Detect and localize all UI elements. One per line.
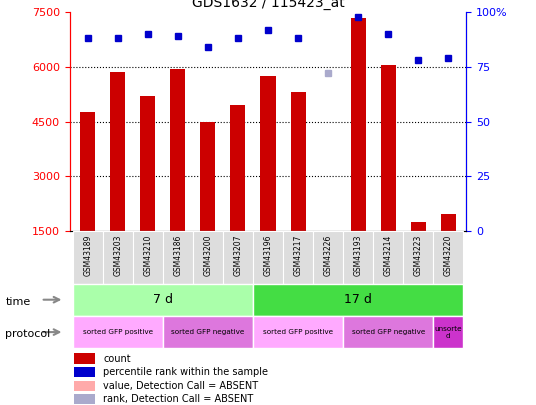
Bar bbox=[291, 92, 306, 231]
Bar bbox=[73, 354, 95, 364]
Text: sorted GFP positive: sorted GFP positive bbox=[83, 329, 153, 335]
Bar bbox=[133, 231, 163, 284]
Text: 17 d: 17 d bbox=[344, 293, 372, 306]
Bar bbox=[313, 231, 343, 284]
Bar bbox=[441, 215, 456, 231]
Text: GSM43200: GSM43200 bbox=[203, 234, 212, 276]
Text: time: time bbox=[5, 297, 31, 307]
Bar bbox=[343, 316, 433, 348]
Bar bbox=[200, 122, 215, 231]
Bar bbox=[73, 284, 253, 316]
Text: rank, Detection Call = ABSENT: rank, Detection Call = ABSENT bbox=[103, 394, 254, 404]
Bar bbox=[103, 231, 133, 284]
Text: GSM43196: GSM43196 bbox=[264, 234, 272, 276]
Text: GSM43210: GSM43210 bbox=[143, 234, 152, 276]
Text: value, Detection Call = ABSENT: value, Detection Call = ABSENT bbox=[103, 381, 258, 391]
Text: GSM43207: GSM43207 bbox=[234, 234, 242, 276]
Bar bbox=[163, 231, 193, 284]
Bar bbox=[403, 231, 433, 284]
Bar bbox=[381, 65, 396, 231]
Bar bbox=[411, 222, 426, 231]
Bar bbox=[283, 231, 313, 284]
Text: GSM43193: GSM43193 bbox=[354, 234, 363, 276]
Bar bbox=[140, 96, 155, 231]
Bar bbox=[321, 231, 336, 232]
Text: GSM43203: GSM43203 bbox=[113, 234, 122, 276]
Bar bbox=[80, 113, 95, 231]
Text: sorted GFP positive: sorted GFP positive bbox=[263, 329, 333, 335]
Bar bbox=[170, 69, 185, 231]
Bar bbox=[373, 231, 403, 284]
Bar bbox=[110, 72, 125, 231]
Bar bbox=[253, 284, 463, 316]
Text: count: count bbox=[103, 354, 131, 364]
Title: GDS1632 / 115423_at: GDS1632 / 115423_at bbox=[192, 0, 344, 10]
Bar bbox=[343, 231, 373, 284]
Bar bbox=[223, 231, 253, 284]
Text: GSM43214: GSM43214 bbox=[384, 234, 393, 276]
Bar bbox=[73, 231, 103, 284]
Text: GSM43220: GSM43220 bbox=[444, 234, 453, 276]
Bar bbox=[253, 231, 283, 284]
Text: percentile rank within the sample: percentile rank within the sample bbox=[103, 367, 269, 377]
Bar bbox=[73, 367, 95, 377]
Text: sorted GFP negative: sorted GFP negative bbox=[171, 329, 244, 335]
Bar bbox=[73, 381, 95, 391]
Bar bbox=[73, 394, 95, 405]
Text: GSM43223: GSM43223 bbox=[414, 234, 423, 276]
Text: unsorte
d: unsorte d bbox=[435, 326, 462, 339]
Bar bbox=[433, 316, 463, 348]
Text: sorted GFP negative: sorted GFP negative bbox=[352, 329, 425, 335]
Text: 7 d: 7 d bbox=[153, 293, 173, 306]
Bar bbox=[351, 18, 366, 231]
Bar bbox=[163, 316, 253, 348]
Text: GSM43217: GSM43217 bbox=[294, 234, 302, 276]
Bar bbox=[193, 231, 223, 284]
Bar bbox=[433, 231, 463, 284]
Bar bbox=[230, 105, 245, 231]
Text: protocol: protocol bbox=[5, 329, 50, 339]
Bar bbox=[253, 316, 343, 348]
Bar bbox=[73, 316, 163, 348]
Text: GSM43186: GSM43186 bbox=[173, 234, 182, 276]
Bar bbox=[260, 76, 276, 231]
Text: GSM43189: GSM43189 bbox=[83, 234, 92, 276]
Text: GSM43226: GSM43226 bbox=[324, 234, 333, 276]
